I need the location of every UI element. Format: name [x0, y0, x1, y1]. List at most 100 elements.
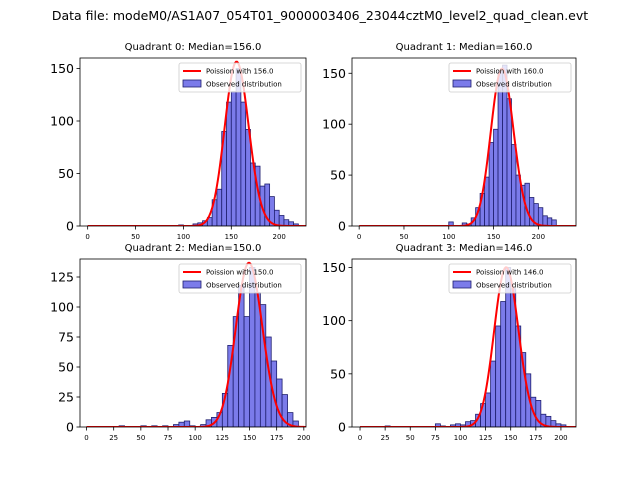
quadrant-3-legend-observed-label: Observed distribution [476, 282, 552, 290]
quadrant-3-xtick-label: 25 [381, 434, 390, 442]
quadrant-2-xtick-label: 100 [188, 434, 201, 442]
quadrant-0-legend-box [178, 62, 302, 93]
quadrant-3-xtick-label: 75 [431, 434, 440, 442]
quadrant-1-histogram-bar [493, 128, 499, 226]
quadrant-1-histogram-bar [551, 219, 557, 226]
quadrant-2-histogram-bar [243, 316, 250, 427]
quadrant-0-histogram-bar [278, 215, 285, 226]
quadrant-2-axes-frame [79, 258, 307, 428]
quadrant-2-xtick-label: 75 [164, 434, 173, 442]
quadrant-1-xtick-label: 0 [357, 233, 361, 241]
quadrant-1-histogram-bar [537, 207, 544, 226]
quadrant-3-histogram-bar [485, 392, 492, 427]
quadrant-2-histogram-bar [183, 420, 191, 427]
quadrant-0-xtick-label: 150 [225, 233, 238, 241]
quadrant-1-histogram-bar [497, 70, 503, 226]
quadrant-2-histogram-bar [276, 378, 283, 427]
quadrant-3-xtick-label: 100 [454, 434, 467, 442]
quadrant-0-ytick-label: 150 [50, 61, 74, 76]
quadrant-2-ytick-label: 0 [66, 420, 74, 435]
quadrant-2-ytick-label: 25 [58, 390, 74, 405]
quadrant-3-poisson-line [360, 266, 576, 427]
quadrant-3-title: Quadrant 3: Median=146.0 [396, 243, 533, 254]
quadrant-0-axes-frame [79, 57, 307, 227]
quadrant-2-xtick-label: 50 [136, 434, 145, 442]
quadrant-0-histogram-bar [216, 188, 223, 226]
quadrant-0-xtick-label: 200 [272, 233, 285, 241]
quadrant-2-legend-bar-swatch [182, 280, 202, 289]
quadrant-0-ytick-label: 50 [58, 166, 74, 181]
quadrant-0-legend: Poission with 156.0 Observed distribution [178, 62, 302, 93]
quadrant-1-histogram-bar [542, 215, 548, 226]
quadrant-3-legend-poisson-label: Poission with 146.0 [476, 269, 544, 277]
quadrant-1-xtick-label: 50 [400, 233, 409, 241]
quadrant-2-legend: Poission with 150.0 Observed distribution [178, 263, 302, 294]
quadrant-1-legend: Poission with 160.0 Observed distribution [448, 62, 572, 93]
quadrant-2-ytick-label: 75 [58, 330, 74, 345]
quadrant-3-histogram-bar [490, 360, 497, 427]
quadrant-2-xtick-label: 125 [216, 434, 229, 442]
quadrant-3-ytick-label: 100 [322, 313, 346, 328]
quadrant-0-xtick-label: 100 [177, 233, 190, 241]
quadrant-2-chart: 0 25 50 75 100 125 150 175 200 0 25 50 75 100 125 Quadr… [50, 243, 310, 442]
quadrant-1-xtick-label: 100 [442, 233, 455, 241]
quadrant-1-xtick-label: 200 [532, 233, 545, 241]
quadrant-3-xtick-label: 50 [406, 434, 415, 442]
quadrant-0-histogram-bar [226, 101, 232, 226]
quadrant-0-title: Quadrant 0: Median=156.0 [125, 42, 262, 53]
quadrant-3-ytick-label: 50 [330, 366, 346, 381]
quadrant-1-histogram-bar [511, 144, 517, 226]
quadrant-3-legend-bar-swatch [452, 280, 472, 289]
quadrant-3-histogram-bar [495, 325, 502, 427]
quadrant-3-xtick-label: 150 [504, 434, 517, 442]
quadrant-1-histogram-bar [488, 142, 494, 226]
quadrant-1-axes-frame [351, 57, 577, 227]
quadrant-1-ytick-label: 150 [322, 66, 346, 81]
quadrant-0-chart: 0 50 100 150 200 0 50 100 150 Quadrant 0: Median=… [50, 42, 307, 241]
quadrant-1-legend-box [448, 62, 572, 93]
quadrant-2-xtick-label: 200 [297, 434, 310, 442]
quadrant-2-ytick-label: 125 [50, 270, 74, 285]
quadrant-2-histogram-bar [281, 394, 288, 427]
quadrant-3-histogram-bar [500, 301, 507, 427]
quadrant-2-xtick-label: 0 [84, 434, 88, 442]
quadrant-2-ytick-label: 50 [58, 360, 74, 375]
quadrant-1-ytick-label: 50 [330, 168, 346, 183]
quadrant-0-histogram-bar [230, 91, 237, 226]
quadrant-3-xtick-label: 0 [358, 434, 362, 442]
quadrant-2-legend-poisson-label: Poission with 150.0 [206, 269, 274, 277]
quadrant-3-legend-box [448, 263, 572, 294]
quadrant-1-histogram-bar [484, 176, 490, 226]
quadrant-3-histogram-bar [535, 400, 542, 427]
quadrant-3-ytick-label: 150 [322, 260, 346, 275]
quadrant-2-xtick-label: 150 [243, 434, 256, 442]
quadrant-2-ytick-label: 100 [50, 300, 74, 315]
quadrant-3-ytick-label: 0 [338, 420, 346, 435]
quadrant-3-legend: Poission with 146.0 Observed distribution [448, 263, 572, 294]
quadrant-0-plot-area [87, 60, 306, 226]
quadrant-0-histogram-bar [245, 128, 251, 226]
quadrant-3-axes-frame [351, 258, 577, 428]
quadrant-1-title: Quadrant 1: Median=160.0 [396, 42, 533, 53]
quadrant-0-legend-observed-label: Observed distribution [206, 81, 282, 89]
quadrant-1-ytick-label: 100 [322, 117, 346, 132]
quadrant-0-legend-poisson-label: Poission with 156.0 [206, 68, 274, 76]
quadrant-0-xtick-label: 50 [131, 233, 140, 241]
figure-suptitle: Data file: modeM0/AS1A07_054T01_90000034… [52, 8, 588, 23]
quadrant-2-title: Quadrant 2: Median=150.0 [125, 243, 262, 254]
quadrant-0-ytick-label: 0 [66, 219, 74, 234]
quadrant-0-legend-bar-swatch [182, 79, 202, 88]
quadrant-3-xtick-label: 125 [479, 434, 492, 442]
quadrant-1-legend-bar-swatch [452, 79, 472, 88]
quadrant-2-xtick-label: 175 [270, 434, 283, 442]
quadrant-2-histogram-bar [287, 412, 294, 427]
quadrant-2-plot-area [86, 261, 306, 427]
quadrant-0-ytick-label: 100 [50, 114, 74, 129]
quadrant-1-ytick-label: 0 [338, 219, 346, 234]
quadrant-2-legend-box [178, 263, 302, 294]
quadrant-1-legend-observed-label: Observed distribution [476, 81, 552, 89]
quadrant-1-chart: 0 50 100 150 200 0 50 100 150 Quadrant 1: Median=… [322, 42, 577, 241]
quadrant-1-histogram-bar [448, 221, 454, 226]
quadrant-3-xtick-label: 175 [529, 434, 542, 442]
